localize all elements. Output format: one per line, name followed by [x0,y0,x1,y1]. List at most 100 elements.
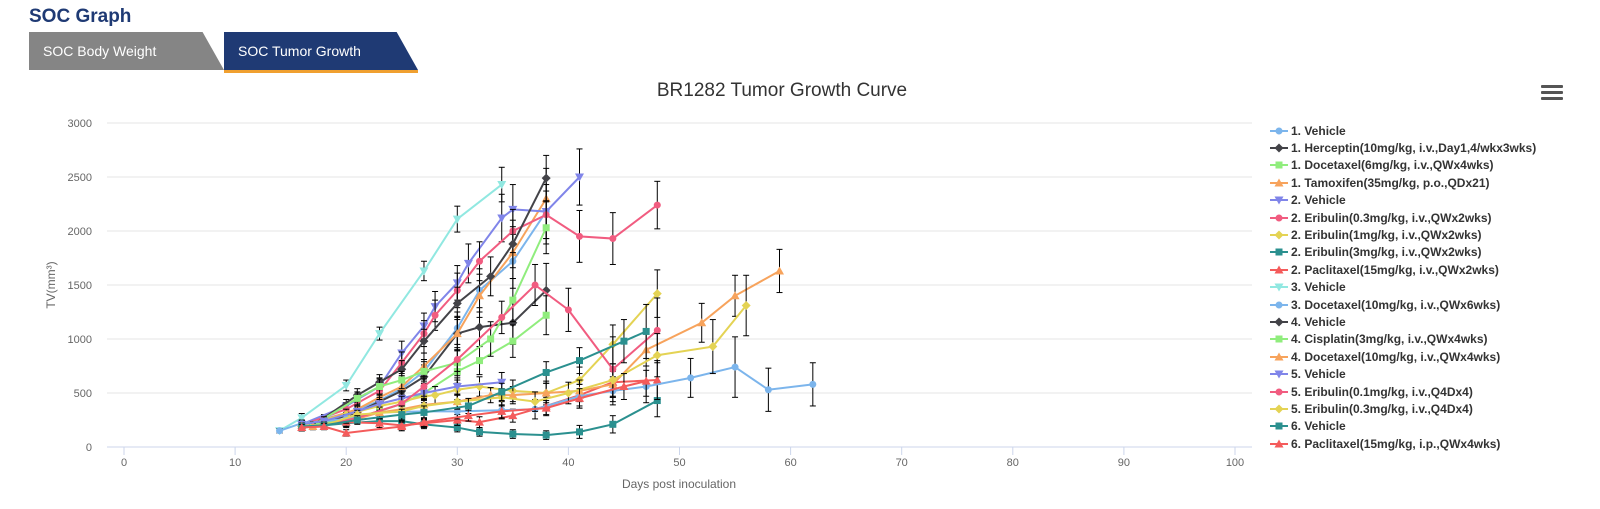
legend-item[interactable]: 1. Tamoxifen(35mg/kg, p.o.,QDx21) [1270,174,1536,191]
data-point [497,214,507,223]
tab-soc-body-weight[interactable]: SOC Body Weight [29,32,224,70]
data-point [576,357,584,365]
legend-item[interactable]: 2. Vehicle [1270,192,1536,209]
hamburger-menu-icon[interactable] [1541,85,1563,103]
chart-legend: 1. Vehicle 1. Herceptin(10mg/kg, i.v.,Day… [1270,122,1536,452]
legend-marker-icon [1270,265,1288,274]
x-tick-label: 70 [896,457,908,469]
data-point [653,201,661,209]
legend-item[interactable]: 4. Docetaxel(10mg/kg, i.v.,QWx4wks) [1270,348,1536,365]
data-point [653,397,661,405]
tab-soc-tumor-growth[interactable]: SOC Tumor Growth [224,32,418,70]
data-point [542,224,550,232]
data-point [652,350,662,360]
data-point [609,235,617,243]
legend-item[interactable]: 5. Eribulin(0.1mg/kg, i.v.,Q4Dx4) [1270,383,1536,400]
data-point [319,421,329,430]
data-point [497,406,507,415]
data-point [452,298,462,308]
data-point [542,368,550,376]
data-point [376,383,384,391]
x-axis-label: Days post inoculation [622,477,736,491]
legend-item[interactable]: 2. Eribulin(3mg/kg, i.v.,QWx2wks) [1270,244,1536,261]
data-point [419,336,429,346]
x-tick-label: 60 [784,457,796,469]
data-point [653,326,661,334]
data-point [486,271,496,281]
data-point [497,378,507,387]
data-point [508,411,518,420]
legend-label: 4. Docetaxel(10mg/kg, i.v.,QWx4wks) [1291,349,1501,364]
data-point [463,259,473,268]
data-point [464,402,472,410]
legend-label: 1. Docetaxel(6mg/kg, i.v.,QWx4wks) [1291,158,1494,173]
data-point [609,420,617,428]
active-tab-indicator [224,70,418,73]
legend-item[interactable]: 1. Herceptin(10mg/kg, i.v.,Day1,4/wkx3wk… [1270,139,1536,156]
legend-item[interactable]: 6. Vehicle [1270,418,1536,435]
x-tick-label: 50 [673,457,685,469]
legend-item[interactable]: 5. Vehicle [1270,365,1536,382]
data-point [452,329,462,338]
data-point [708,342,718,352]
legend-marker-icon [1270,317,1288,327]
legend-label: 4. Vehicle [1291,314,1346,329]
legend-marker-icon [1270,143,1288,153]
legend-marker-icon [1270,230,1288,240]
legend-marker-icon [1270,370,1288,379]
data-point [398,376,406,384]
legend-label: 1. Vehicle [1291,123,1346,138]
legend-marker-icon [1270,388,1288,396]
data-point [353,416,361,424]
data-point [541,403,551,412]
series-line [301,289,547,428]
legend-marker-icon [1270,161,1288,169]
legend-marker-icon [1270,127,1288,135]
data-point [509,430,517,438]
data-point [452,215,462,224]
chart-title: BR1282 Tumor Growth Curve [657,80,907,101]
legend-item[interactable]: 1. Vehicle [1270,122,1536,139]
legend-item[interactable]: 2. Eribulin(0.3mg/kg, i.v.,QWx2wks) [1270,209,1536,226]
data-point [730,291,740,300]
data-point [541,173,551,183]
data-point [475,417,485,426]
legend-item[interactable]: 4. Vehicle [1270,313,1536,330]
legend-marker-icon [1270,404,1288,414]
page-title: SOC Graph [29,6,132,27]
data-point [420,408,428,416]
legend-item[interactable]: 2. Paclitaxel(15mg/kg, i.v.,QWx2wks) [1270,261,1536,278]
data-point [542,311,550,319]
data-point [419,417,429,426]
y-tick-label: 1500 [68,280,92,292]
legend-item[interactable]: 4. Cisplatin(3mg/kg, i.v.,QWx4wks) [1270,331,1536,348]
legend-item[interactable]: 3. Vehicle [1270,279,1536,296]
legend-item[interactable]: 2. Eribulin(1mg/kg, i.v.,QWx2wks) [1270,226,1536,243]
data-point [809,380,817,388]
x-tick-label: 90 [1118,457,1130,469]
data-point [375,330,385,339]
data-point [652,375,662,384]
legend-marker-icon [1270,248,1288,256]
legend-item[interactable]: 6. Paclitaxel(15mg/kg, i.p.,QWx4wks) [1270,435,1536,452]
x-tick-label: 10 [229,457,241,469]
legend-item[interactable]: 3. Docetaxel(10mg/kg, i.v.,QWx6wks) [1270,296,1536,313]
legend-item[interactable]: 5. Eribulin(0.3mg/kg, i.v.,Q4Dx4) [1270,400,1536,417]
data-point [575,393,585,402]
legend-label: 5. Eribulin(0.3mg/kg, i.v.,Q4Dx4) [1291,401,1473,416]
legend-label: 2. Eribulin(3mg/kg, i.v.,QWx2wks) [1291,245,1482,260]
legend-item[interactable]: 1. Docetaxel(6mg/kg, i.v.,QWx4wks) [1270,157,1536,174]
data-point [509,337,517,345]
legend-marker-icon [1270,283,1288,292]
x-tick-label: 30 [451,457,463,469]
y-axis-label: TV(mm³) [44,261,58,308]
data-point [642,327,650,335]
data-point [731,363,739,371]
data-point [641,376,651,385]
legend-marker-icon [1270,439,1288,448]
data-point [463,411,473,420]
x-tick-label: 80 [1007,457,1019,469]
data-point [476,257,484,265]
data-point [764,386,772,394]
